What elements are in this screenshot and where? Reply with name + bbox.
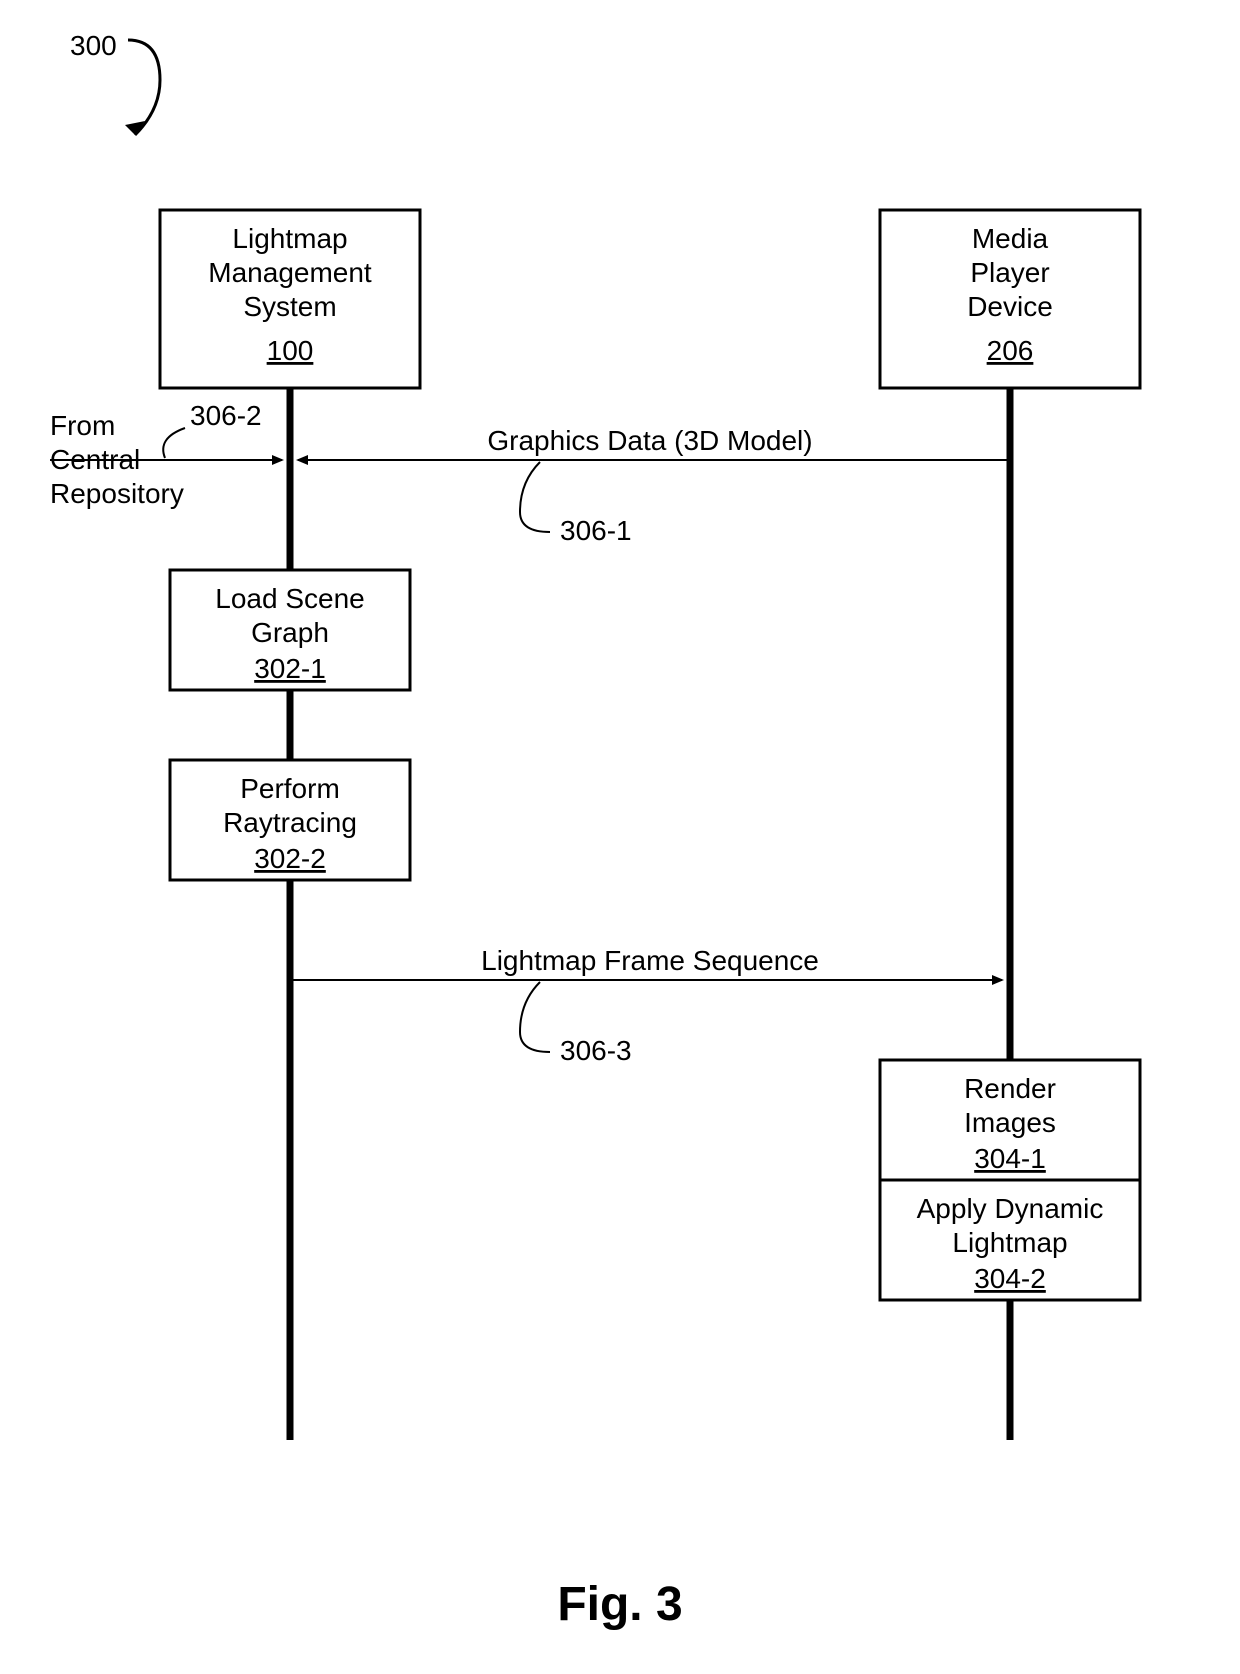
- figure-title: Fig. 3: [557, 1578, 682, 1631]
- svg-text:Central: Central: [50, 444, 140, 475]
- box-lms: Lightmap Management System 100: [160, 210, 420, 388]
- svg-text:Perform: Perform: [240, 773, 340, 804]
- svg-text:Lightmap: Lightmap: [952, 1227, 1067, 1258]
- svg-text:304-1: 304-1: [974, 1143, 1046, 1174]
- figure-ref-arrow: [128, 40, 160, 135]
- svg-text:306-1: 306-1: [560, 515, 632, 546]
- svg-text:Graphics Data (3D Model): Graphics Data (3D Model): [487, 425, 812, 456]
- box-mpd: Media Player Device 206: [880, 210, 1140, 388]
- arrow-lightmap-sequence: Lightmap Frame Sequence 306-3: [290, 945, 1002, 1066]
- svg-text:From: From: [50, 410, 115, 441]
- svg-text:Player: Player: [970, 257, 1049, 288]
- svg-text:Repository: Repository: [50, 478, 184, 509]
- svg-text:Render: Render: [964, 1073, 1056, 1104]
- svg-text:Images: Images: [964, 1107, 1056, 1138]
- svg-text:Lightmap: Lightmap: [232, 223, 347, 254]
- box-apply-lightmap: Apply Dynamic Lightmap 304-2: [880, 1180, 1140, 1300]
- svg-text:Graph: Graph: [251, 617, 329, 648]
- svg-text:System: System: [243, 291, 336, 322]
- svg-text:Raytracing: Raytracing: [223, 807, 357, 838]
- box-perform-raytracing: Perform Raytracing 302-2: [170, 760, 410, 880]
- svg-text:304-2: 304-2: [974, 1263, 1046, 1294]
- arrow-from-repo: From Central Repository 306-2: [50, 400, 282, 509]
- svg-text:302-2: 302-2: [254, 843, 326, 874]
- svg-text:Management: Management: [208, 257, 372, 288]
- svg-text:306-3: 306-3: [560, 1035, 632, 1066]
- arrow-graphics-data: Graphics Data (3D Model) 306-1: [298, 425, 1010, 546]
- svg-text:100: 100: [267, 335, 314, 366]
- sequence-diagram: 300 Lightmap Management System 100 Media…: [0, 0, 1240, 1674]
- svg-text:Apply Dynamic: Apply Dynamic: [917, 1193, 1104, 1224]
- figure-ref-label: 300: [70, 30, 117, 61]
- svg-text:Device: Device: [967, 291, 1053, 322]
- svg-text:Lightmap Frame Sequence: Lightmap Frame Sequence: [481, 945, 819, 976]
- svg-text:Media: Media: [972, 223, 1049, 254]
- svg-text:302-1: 302-1: [254, 653, 326, 684]
- svg-text:206: 206: [987, 335, 1034, 366]
- svg-text:306-2: 306-2: [190, 400, 262, 431]
- svg-text:Load Scene: Load Scene: [215, 583, 364, 614]
- box-render-images: Render Images 304-1: [880, 1060, 1140, 1180]
- box-load-scene-graph: Load Scene Graph 302-1: [170, 570, 410, 690]
